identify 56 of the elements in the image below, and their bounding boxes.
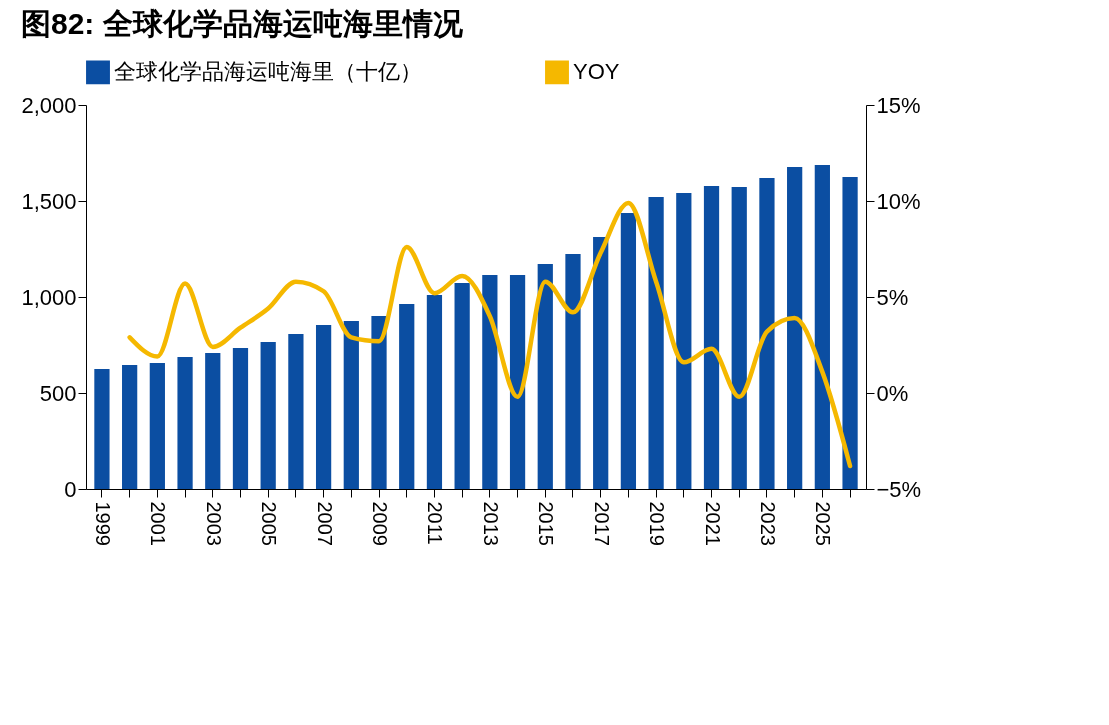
- x-tick-label: 2001: [147, 501, 170, 546]
- x-tick-label: 2011: [424, 501, 447, 545]
- line-series: [127, 200, 853, 469]
- y-tick-label: 2,000: [21, 92, 77, 118]
- bar: [676, 192, 692, 489]
- y2-tick-label: 5%: [876, 284, 909, 310]
- y2-tick-label: 0%: [876, 380, 909, 406]
- bar: [731, 186, 747, 489]
- x-tick-label: 2009: [369, 501, 392, 546]
- bar: [787, 167, 803, 489]
- bar: [94, 369, 110, 489]
- bar: [620, 212, 637, 489]
- bar: [371, 316, 387, 489]
- bar: [260, 341, 276, 489]
- bar: [122, 364, 138, 489]
- bar: [149, 363, 165, 489]
- y-tick-label: 1,000: [21, 284, 77, 310]
- bar: [814, 164, 830, 489]
- bar: [703, 186, 720, 489]
- y2-tick-label: 15%: [876, 92, 921, 118]
- bar: [759, 177, 775, 489]
- x-tick-label: 2019: [646, 501, 669, 546]
- bar: [205, 353, 221, 489]
- bar: [288, 334, 304, 489]
- chart-title: 图82: 全球化学品海运吨海里情况: [20, 7, 464, 40]
- legend-label: YOY: [573, 59, 620, 85]
- y-tick-label: 500: [39, 380, 77, 406]
- x-tick-label: 2007: [313, 501, 336, 546]
- bar: [343, 321, 359, 489]
- bar: [454, 282, 470, 489]
- bar: [509, 274, 526, 489]
- bar: [593, 236, 609, 489]
- bar: [648, 196, 664, 489]
- x-tick-label: 2015: [535, 501, 558, 546]
- y-tick-label: 0: [64, 476, 77, 502]
- x-tick-label: 2017: [590, 501, 613, 546]
- y2-tick-label: 10%: [876, 188, 921, 214]
- bar: [842, 177, 858, 489]
- x-tick-label: 2025: [812, 501, 835, 546]
- bar: [482, 274, 498, 489]
- x-tick-label: 2013: [479, 501, 502, 546]
- y2-tick-label: −5%: [876, 476, 922, 502]
- x-tick-label: 2021: [701, 501, 724, 546]
- bar: [232, 348, 249, 489]
- bar: [537, 263, 553, 489]
- bar: [315, 325, 332, 489]
- x-tick-label: 1999: [91, 501, 114, 546]
- bar: [177, 356, 193, 489]
- y-tick-label: 1,500: [21, 188, 77, 214]
- legend-label: 全球化学品海运吨海里（十亿）: [114, 59, 422, 85]
- bar: [426, 295, 443, 489]
- x-tick-label: 2003: [202, 501, 225, 546]
- bar: [565, 253, 581, 489]
- x-tick-label: 2005: [258, 501, 281, 546]
- bar: [399, 303, 415, 489]
- x-tick-label: 2023: [756, 501, 779, 546]
